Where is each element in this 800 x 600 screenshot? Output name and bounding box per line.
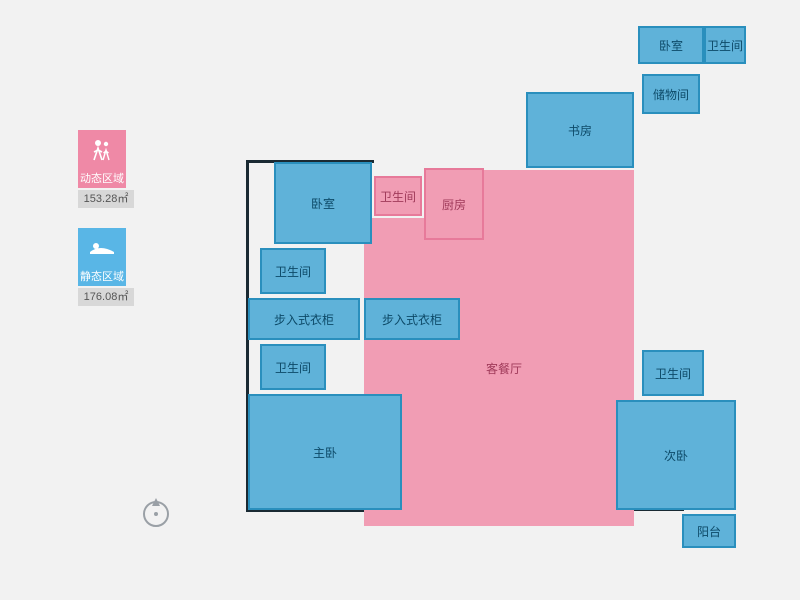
room-label: 卧室 xyxy=(311,195,335,212)
legend: 动态区域 153.28㎡ 静态区域 176.08㎡ xyxy=(78,130,138,326)
room-label: 卫生间 xyxy=(275,359,311,376)
room-label: 储物间 xyxy=(653,86,689,103)
sleep-icon xyxy=(78,228,126,268)
room-balcony: 阳台 xyxy=(682,514,736,548)
room-living-upper xyxy=(484,170,634,250)
room-master: 主卧 xyxy=(248,394,402,510)
room-label: 步入式衣柜 xyxy=(382,311,442,328)
room-study: 书房 xyxy=(526,92,634,168)
room-label: 书房 xyxy=(568,122,592,139)
room-label: 次卧 xyxy=(664,447,688,464)
legend-static-label: 静态区域 xyxy=(78,268,126,286)
room-label: 卫生间 xyxy=(655,365,691,382)
room-label: 阳台 xyxy=(697,523,721,540)
legend-dynamic-label: 动态区域 xyxy=(78,170,126,188)
room-bath4: 卫生间 xyxy=(260,344,326,390)
floorplan: 卧室 卫生间 储物间 书房 卧室 卫生间 厨房 卫生间 步入式衣柜 步入式衣柜 … xyxy=(244,26,752,556)
room-bath2: 卫生间 xyxy=(374,176,422,216)
legend-static-value: 176.08㎡ xyxy=(78,288,134,306)
room-secondary: 次卧 xyxy=(616,400,736,510)
room-bedroom2: 卧室 xyxy=(274,162,372,244)
room-label: 客餐厅 xyxy=(486,360,522,377)
legend-dynamic-value: 153.28㎡ xyxy=(78,190,134,208)
room-label: 卫生间 xyxy=(380,188,416,205)
room-living-label: 客餐厅 xyxy=(444,356,564,380)
room-label: 主卧 xyxy=(313,444,337,461)
room-bedroom-top: 卧室 xyxy=(638,26,704,64)
room-label: 步入式衣柜 xyxy=(274,311,334,328)
room-walkin1: 步入式衣柜 xyxy=(248,298,360,340)
room-label: 卧室 xyxy=(659,37,683,54)
room-living-base xyxy=(364,240,634,526)
room-kitchen: 厨房 xyxy=(424,168,484,240)
legend-dynamic: 动态区域 153.28㎡ xyxy=(78,130,138,208)
room-bath3: 卫生间 xyxy=(260,248,326,294)
room-bath-top: 卫生间 xyxy=(704,26,746,64)
room-label: 卫生间 xyxy=(275,263,311,280)
room-label: 卫生间 xyxy=(707,37,743,54)
room-bath5: 卫生间 xyxy=(642,350,704,396)
room-storage: 储物间 xyxy=(642,74,700,114)
people-icon xyxy=(78,130,126,170)
legend-static: 静态区域 176.08㎡ xyxy=(78,228,138,306)
room-walkin2: 步入式衣柜 xyxy=(364,298,460,340)
compass-icon xyxy=(138,494,174,530)
room-label: 厨房 xyxy=(442,196,466,213)
